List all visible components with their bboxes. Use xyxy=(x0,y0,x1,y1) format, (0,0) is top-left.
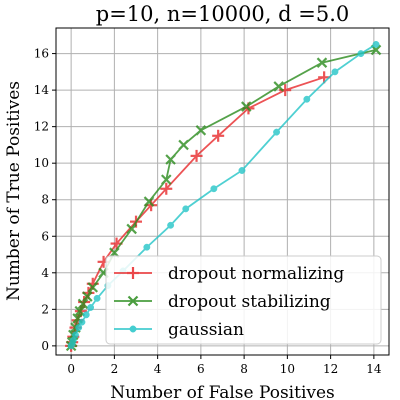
data-point xyxy=(190,149,203,162)
data-point xyxy=(160,182,173,195)
data-point xyxy=(78,318,86,326)
data-point xyxy=(143,243,151,251)
data-point xyxy=(357,50,365,58)
data-point xyxy=(74,305,86,317)
data-point xyxy=(178,139,189,151)
legend-box xyxy=(105,255,382,345)
plot-frame xyxy=(55,27,390,356)
legend-entries: dropout normalizing dropout stabilizing ga… xyxy=(114,264,344,340)
data-point xyxy=(167,221,175,229)
data-point xyxy=(82,311,90,319)
data-point xyxy=(372,40,380,48)
data-point xyxy=(161,174,172,185)
data-point xyxy=(72,331,79,339)
legend-entry xyxy=(114,295,152,307)
y-tick-label: 16 xyxy=(34,47,49,61)
y-tick-label: 6 xyxy=(41,229,49,243)
data-point xyxy=(143,196,155,207)
data-point xyxy=(87,304,95,311)
y-tick-label: 0 xyxy=(41,339,49,353)
x-tick-label: 8 xyxy=(240,362,248,376)
x-tick-label: 6 xyxy=(197,362,205,376)
data-point xyxy=(77,298,89,310)
data-point xyxy=(87,282,99,293)
y-tick-label: 10 xyxy=(34,156,49,170)
data-point xyxy=(82,291,93,302)
x-tick-label: 12 xyxy=(323,362,338,376)
data-point xyxy=(212,129,225,142)
x-tick-label: 2 xyxy=(111,362,119,376)
x-tick-label: 14 xyxy=(366,362,382,376)
data-point xyxy=(75,324,83,332)
data-point xyxy=(331,68,339,76)
y-tick-label: 14 xyxy=(34,83,50,97)
data-point xyxy=(165,154,176,165)
data-point xyxy=(210,185,218,193)
data-point xyxy=(195,125,207,136)
y-tick-label: 8 xyxy=(41,193,49,207)
legend-entry xyxy=(114,325,152,333)
legend-marker xyxy=(129,325,137,333)
y-tick-label: 4 xyxy=(41,266,49,280)
data-point xyxy=(93,294,101,302)
x-tick-label: 0 xyxy=(67,362,75,376)
legend-label: gaussian xyxy=(168,320,244,340)
legend: dropout normalizing dropout stabilizing ga… xyxy=(105,255,382,345)
data-point xyxy=(273,128,281,136)
data-point xyxy=(303,95,311,103)
y-axis-label: Number of True Positives xyxy=(4,81,24,301)
tick-layer: 0 2 4 6 8 10 12 14 0 2 4 6 8 10 12 14 16 xyxy=(34,47,382,376)
chart-title: p=10, n=10000, d =5.0 xyxy=(96,2,350,26)
x-tick-label: 4 xyxy=(154,362,162,376)
data-point xyxy=(316,57,328,68)
x-tick-label: 10 xyxy=(280,362,295,376)
legend-marker xyxy=(127,295,139,307)
legend-label: dropout stabilizing xyxy=(168,292,331,312)
y-tick-label: 2 xyxy=(41,302,49,316)
data-point xyxy=(273,81,284,92)
data-point xyxy=(241,101,252,112)
data-point xyxy=(126,223,137,235)
legend-entry xyxy=(114,267,152,279)
series-layer xyxy=(65,40,382,352)
y-tick-label: 12 xyxy=(34,120,49,134)
data-point xyxy=(182,205,190,213)
series-gaussian xyxy=(67,40,380,350)
legend-label: dropout normalizing xyxy=(168,264,344,284)
legend-marker xyxy=(127,267,139,279)
data-point xyxy=(238,167,246,174)
x-axis-label: Number of False Positives xyxy=(110,383,335,400)
